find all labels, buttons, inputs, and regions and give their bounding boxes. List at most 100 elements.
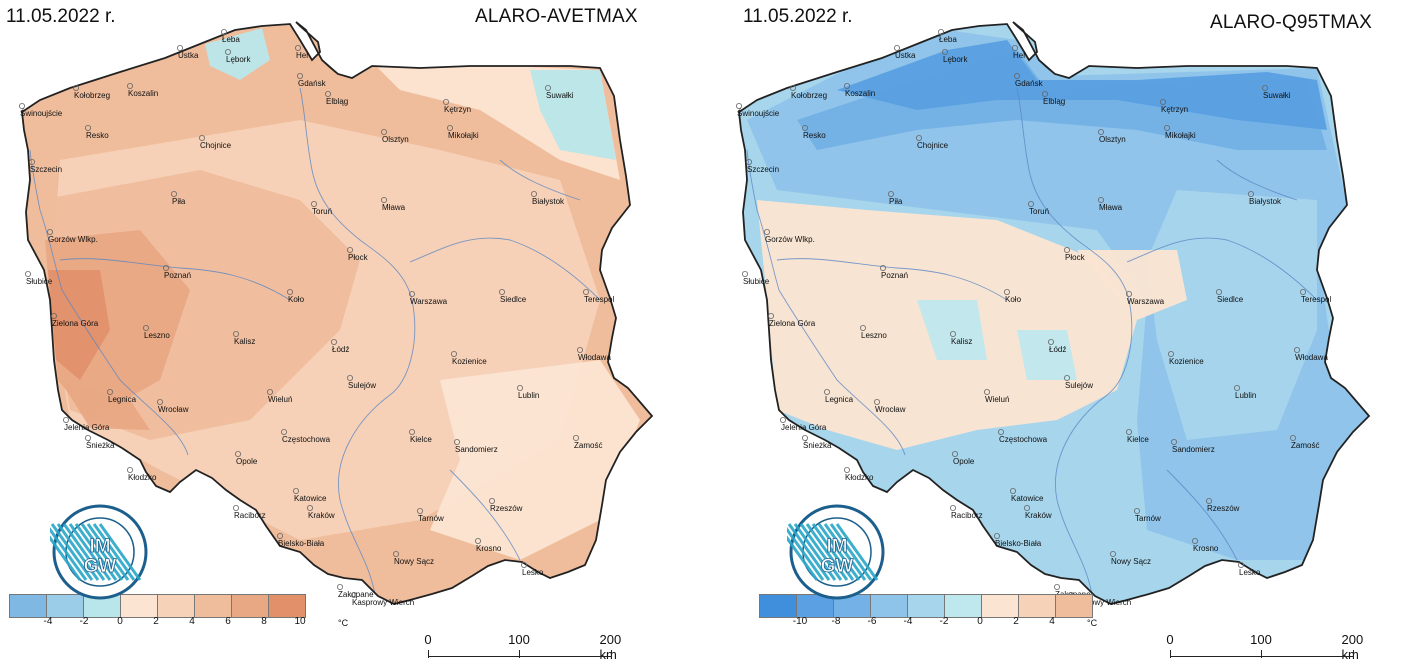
city-marker	[28, 158, 35, 165]
city-marker	[745, 158, 752, 165]
city-marker	[276, 533, 283, 540]
city-label: Katowice	[294, 494, 327, 503]
river-line	[299, 87, 416, 601]
city-marker	[224, 49, 231, 56]
city-label: Legnica	[825, 395, 854, 404]
scale-label: 200 km	[1341, 632, 1364, 662]
city-label: Szczecin	[747, 165, 779, 174]
city-labels: Łeba Ustka Lębork Hel Gdańsk Elbląg Kołobrzeg K…	[735, 28, 1331, 607]
city-marker	[198, 134, 205, 141]
anomaly-zone	[1147, 190, 1317, 440]
city-label: Ustka	[178, 51, 199, 60]
anomaly-zone	[957, 520, 1237, 600]
city-marker	[380, 196, 387, 203]
legend-label: 8	[261, 616, 267, 627]
city-marker	[1163, 125, 1170, 132]
legend-label: -2	[939, 616, 949, 627]
city-marker	[488, 497, 495, 504]
city-label: Łódź	[332, 345, 349, 354]
city-marker	[474, 538, 481, 545]
legend-unit: °C	[1087, 618, 1098, 628]
city-marker	[937, 28, 944, 35]
scale-tick	[519, 650, 520, 658]
anomaly-zone	[430, 360, 640, 560]
scale-tick	[1261, 650, 1262, 658]
river-line	[746, 149, 906, 456]
scale-label: 100	[508, 632, 530, 647]
legend-swatch	[907, 594, 945, 618]
city-marker	[292, 487, 299, 494]
scale-bar	[1170, 656, 1353, 657]
city-marker	[983, 388, 990, 395]
distance-scale: 0 100 200 km	[1160, 630, 1400, 666]
city-marker	[330, 338, 337, 345]
legend-label: 6	[225, 616, 231, 627]
city-label: Kalisz	[234, 337, 255, 346]
city-label: Kętrzyn	[1161, 105, 1188, 114]
scale-tick	[1170, 650, 1171, 658]
city-label: Lębork	[226, 55, 251, 64]
scale-tick	[1353, 650, 1354, 658]
city-marker	[51, 312, 58, 319]
legend-label: -4	[43, 616, 53, 627]
city-label: Sulejów	[348, 381, 376, 390]
anomaly-zone	[1077, 250, 1187, 320]
city-marker	[915, 134, 922, 141]
city-label: Suwałki	[1263, 91, 1291, 100]
legend-label: 2	[1013, 616, 1019, 627]
city-label: Lublin	[1235, 391, 1256, 400]
map-date: 11.05.2022 r.	[743, 6, 853, 27]
legend-swatch	[9, 594, 47, 618]
city-label: Sandomierz	[1172, 445, 1215, 454]
legend-swatch	[870, 594, 908, 618]
city-label: Rzeszów	[1207, 504, 1240, 513]
city-marker	[392, 551, 399, 558]
city-marker	[1097, 128, 1104, 135]
city-marker	[1027, 200, 1034, 207]
city-marker	[234, 450, 241, 457]
city-label: Kasprowy Wierch	[1069, 598, 1131, 607]
city-marker	[1300, 288, 1307, 295]
city-label: Warszawa	[410, 297, 448, 306]
city-marker	[1063, 374, 1070, 381]
city-label: Białystok	[532, 197, 565, 206]
city-label: Świnoujście	[20, 109, 63, 118]
city-label: Lębork	[943, 55, 968, 64]
city-marker	[1215, 288, 1222, 295]
legend-label: 4	[1049, 616, 1055, 627]
city-label: Kętrzyn	[444, 105, 471, 114]
color-legend	[9, 594, 306, 618]
city-label: Wieluń	[985, 395, 1009, 404]
city-marker	[1234, 384, 1241, 391]
city-marker	[408, 290, 415, 297]
city-label: Opole	[236, 457, 258, 466]
color-legend	[759, 594, 1093, 618]
city-marker	[18, 103, 25, 110]
scale-label: 0	[424, 632, 432, 647]
city-label: Bielsko-Biała	[278, 539, 325, 548]
city-label: Ustka	[895, 51, 916, 60]
city-marker	[73, 85, 80, 92]
svg-text:IM: IM	[89, 536, 110, 557]
city-marker	[1290, 434, 1297, 441]
city-marker	[859, 324, 866, 331]
city-marker	[1003, 288, 1010, 295]
city-label: Kłodzko	[845, 473, 874, 482]
city-marker	[887, 190, 894, 197]
city-marker	[1013, 73, 1020, 80]
city-label: Częstochowa	[282, 435, 331, 444]
city-marker	[1041, 91, 1048, 98]
city-label: Zamość	[1291, 441, 1319, 450]
city-label: Włodawa	[1295, 353, 1328, 362]
city-label: Wieluń	[268, 395, 292, 404]
city-label: Zielona Góra	[769, 319, 816, 328]
city-label: Płock	[1065, 253, 1086, 262]
legend-label: 2	[153, 616, 159, 627]
city-marker	[1125, 428, 1132, 435]
city-label: Śnieżka	[86, 441, 115, 450]
city-label: Warszawa	[1127, 297, 1165, 306]
city-marker	[1053, 584, 1060, 591]
city-label: Gorzów Wlkp.	[765, 235, 815, 244]
city-label: Białystok	[1249, 197, 1282, 206]
city-marker	[408, 428, 415, 435]
